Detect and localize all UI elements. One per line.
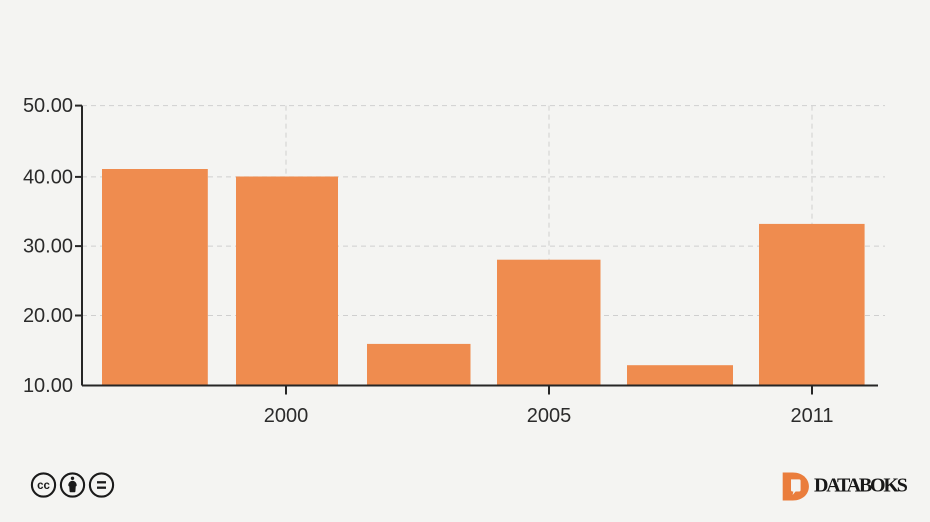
svg-text:2000: 2000: [264, 405, 309, 427]
svg-text:20.00: 20.00: [23, 305, 73, 327]
svg-text:2011: 2011: [790, 405, 833, 427]
svg-text:30.00: 30.00: [23, 236, 73, 258]
svg-text:10.00: 10.00: [23, 375, 73, 397]
svg-text:40.00: 40.00: [23, 166, 73, 188]
svg-text:DATABOKS: DATABOKS: [814, 475, 908, 497]
svg-text:2005: 2005: [527, 405, 572, 427]
svg-text:50.00: 50.00: [23, 95, 73, 117]
svg-text:cc: cc: [37, 480, 50, 492]
